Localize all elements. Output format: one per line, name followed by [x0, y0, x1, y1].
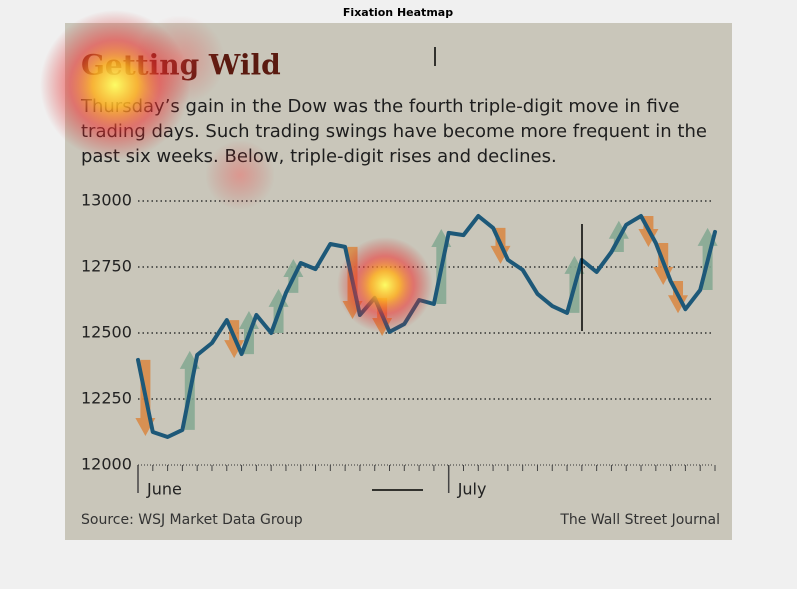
subtitle-line: Thursday’s gain in the Dow was the fourt… — [80, 96, 680, 117]
y-tick-label: 12750 — [81, 257, 132, 276]
subtitle-line: past six weeks. Below, triple-digit rise… — [81, 146, 557, 167]
x-tick-label: June — [146, 480, 182, 499]
source-note: Source: WSJ Market Data Group — [81, 512, 303, 528]
y-tick-label: 12500 — [81, 323, 132, 342]
fixation-hotspot — [337, 237, 433, 333]
y-tick-label: 12250 — [81, 389, 132, 408]
fixation-hotspot — [205, 140, 275, 210]
y-tick-label: 12000 — [81, 455, 132, 474]
y-tick-label: 13000 — [81, 191, 132, 210]
publisher: The Wall Street Journal — [559, 512, 720, 528]
figure-title: Fixation Heatmap — [343, 6, 453, 19]
fixation-hotspot — [135, 15, 225, 105]
x-tick-label: July — [457, 480, 487, 499]
subtitle-line: trading days. Such trading swings have b… — [81, 121, 707, 142]
